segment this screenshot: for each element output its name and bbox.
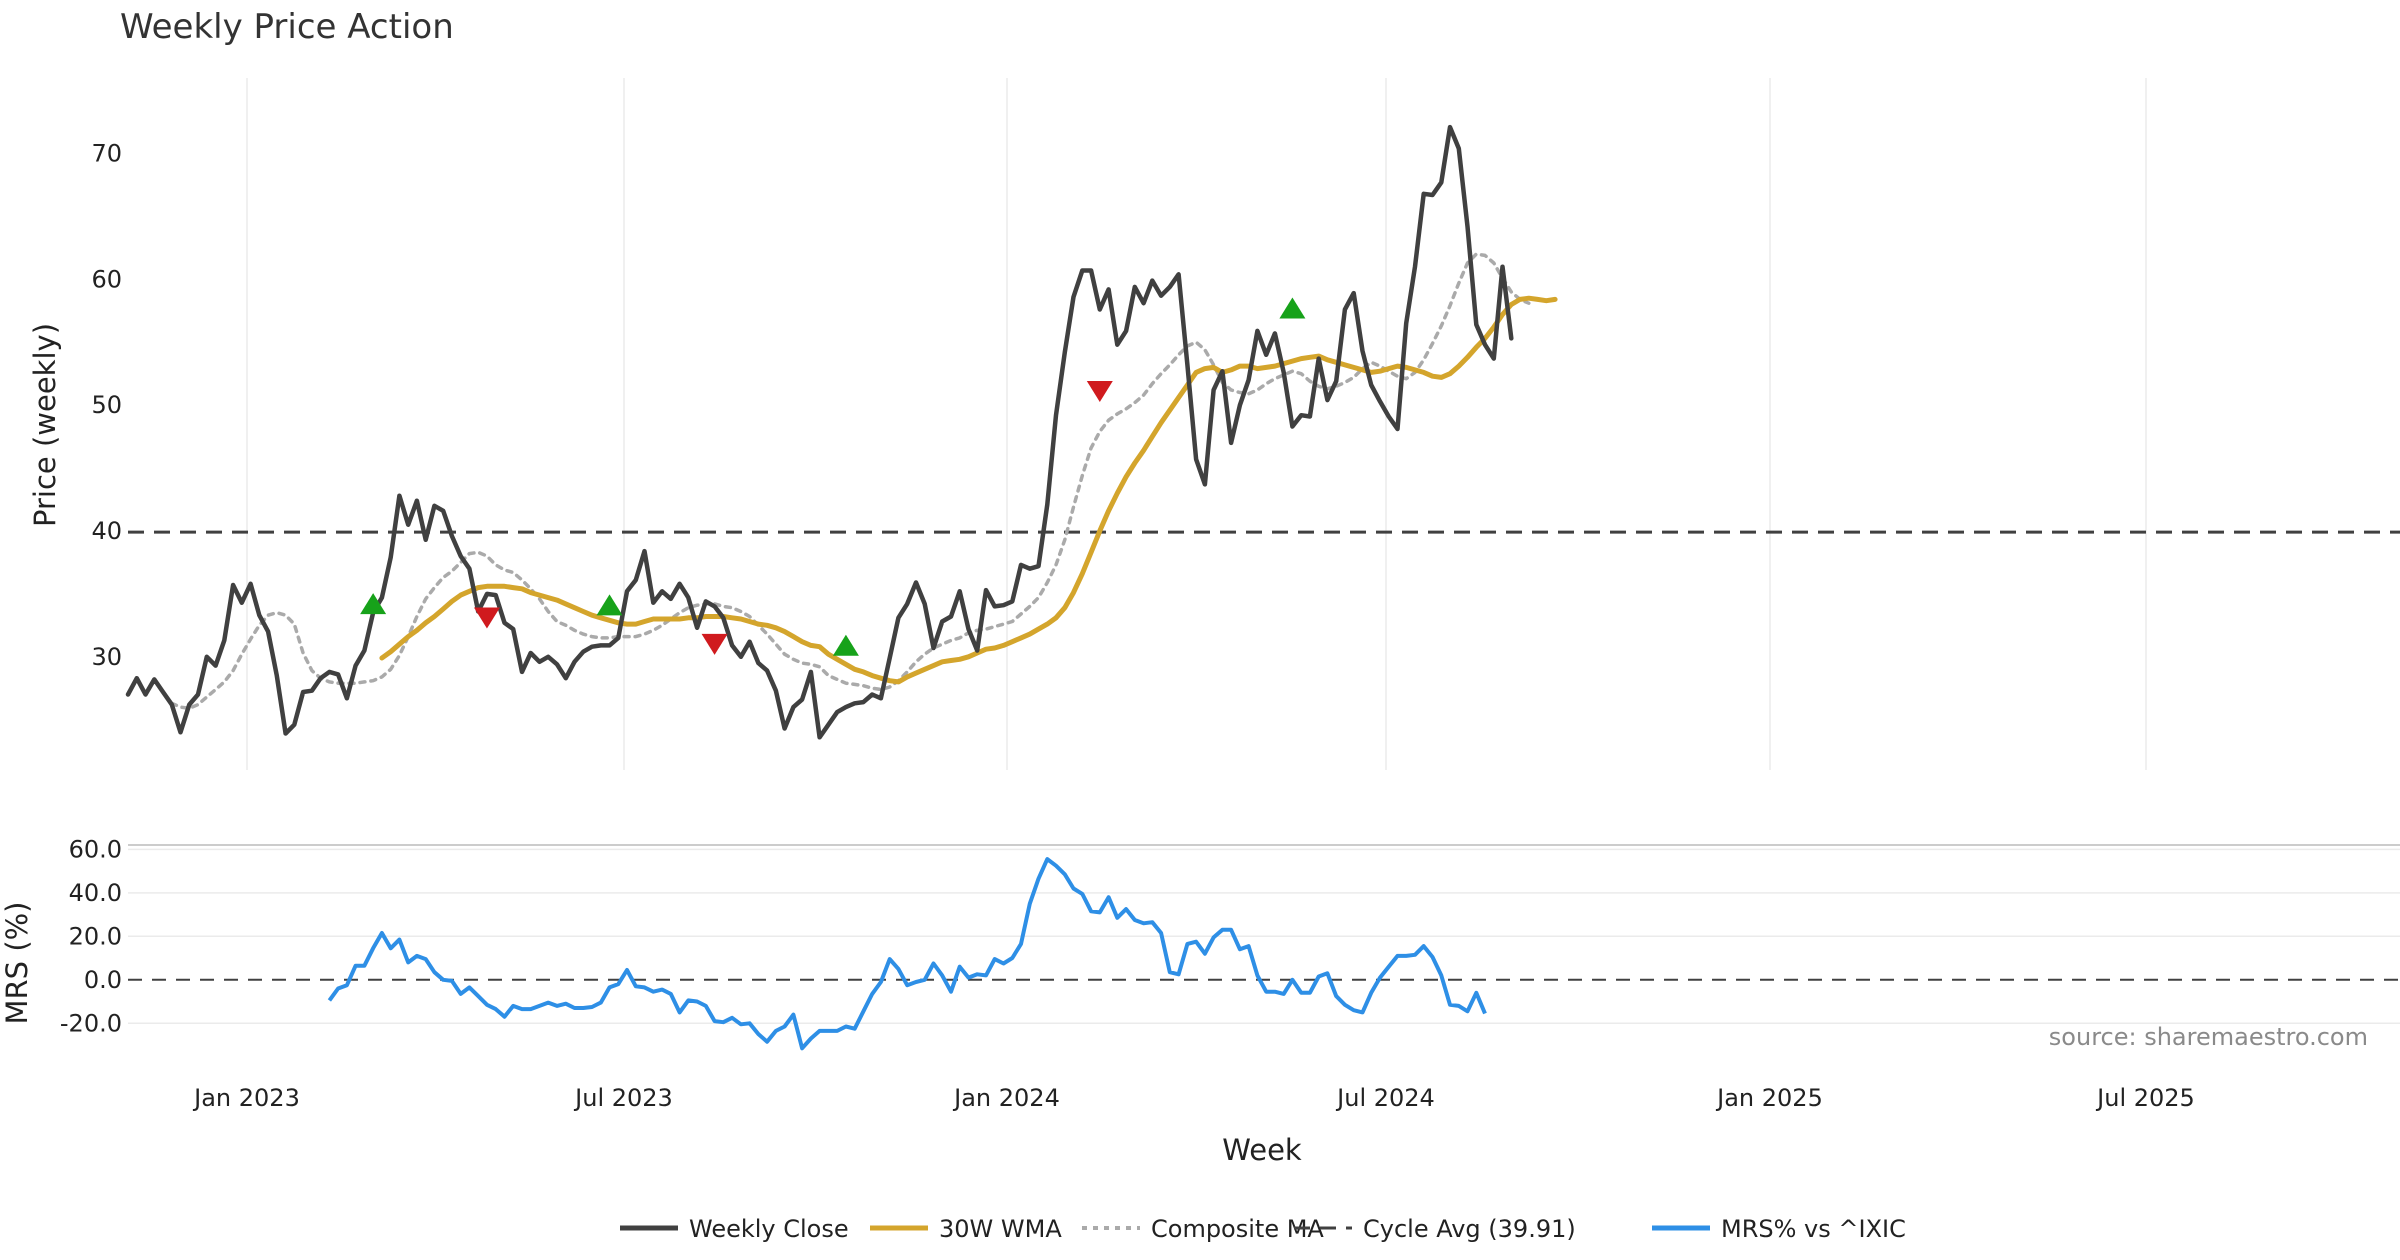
buy-signal-marker-1 xyxy=(596,594,623,616)
mrs-y-tick-3: 0.0 xyxy=(84,966,122,994)
legend-item-mrs-vs-ixic: MRS% vs ^IXIC xyxy=(1652,1215,1906,1243)
legend-item-cycle-avg-39-91: Cycle Avg (39.91) xyxy=(1294,1215,1576,1243)
buy-signal-marker-0 xyxy=(360,593,387,615)
mrs-gridlines xyxy=(128,844,2400,1025)
mrs-y-tick-0: 60.0 xyxy=(69,835,122,863)
price-panel: 30 40 50 60 70 Price (weekly) xyxy=(28,78,2400,770)
mrs-y-axis-title: MRS (%) xyxy=(0,902,34,1025)
mrs-panel: 60.0 40.0 20.0 0.0 -20.0 MRS (%) source: sha… xyxy=(0,835,2400,1051)
buy-signal-marker-3 xyxy=(1279,297,1306,319)
signal-markers xyxy=(360,297,1306,656)
series-30w-wma xyxy=(379,295,1558,685)
legend-item-weekly-close: Weekly Close xyxy=(620,1215,849,1243)
legend-item-30w-wma: 30W WMA xyxy=(870,1215,1062,1243)
price-y-axis-title: Price (weekly) xyxy=(28,323,62,527)
price-y-ticks: 30 40 50 60 70 xyxy=(91,139,122,670)
chart-title: Weekly Price Action xyxy=(120,7,454,47)
mrs-y-tick-2: 20.0 xyxy=(69,922,122,950)
x-tick-1: Jul 2023 xyxy=(573,1084,673,1112)
series-composite-ma xyxy=(170,252,1531,711)
sell-signal-marker-6 xyxy=(1086,381,1113,403)
price-y-tick-70: 70 xyxy=(91,139,122,167)
sell-signal-marker-4 xyxy=(473,607,500,629)
x-axis-title: Week xyxy=(1222,1133,1302,1167)
legend-label: 30W WMA xyxy=(939,1215,1062,1243)
x-tick-0: Jan 2023 xyxy=(192,1084,300,1112)
mrs-y-tick-1: 40.0 xyxy=(69,879,122,907)
mrs-y-ticks: 60.0 40.0 20.0 0.0 -20.0 xyxy=(60,835,122,1037)
x-tick-5: Jul 2025 xyxy=(2095,1084,2195,1112)
source-label: source: sharemaestro.com xyxy=(2049,1023,2368,1051)
sell-signal-marker-5 xyxy=(701,633,728,655)
x-axis-ticks: Jan 2023 Jul 2023 Jan 2024 Jul 2024 Jan 2025… xyxy=(192,1084,2195,1112)
x-tick-3: Jul 2024 xyxy=(1335,1084,1435,1112)
price-y-tick-50: 50 xyxy=(91,391,122,419)
price-y-tick-40: 40 xyxy=(91,517,122,545)
legend-label: Weekly Close xyxy=(689,1215,849,1243)
mrs-y-tick-4: -20.0 xyxy=(60,1009,122,1037)
mrs-series-group xyxy=(327,857,1487,1051)
legend-label: Cycle Avg (39.91) xyxy=(1363,1215,1576,1243)
price-y-tick-60: 60 xyxy=(91,265,122,293)
x-tick-4: Jan 2025 xyxy=(1715,1084,1823,1112)
buy-signal-marker-2 xyxy=(832,634,859,656)
series-weekly-close xyxy=(125,124,1514,740)
x-tick-2: Jan 2024 xyxy=(952,1084,1060,1112)
price-gridlines xyxy=(246,78,2147,770)
price-series-group xyxy=(125,124,1558,740)
legend-label: MRS% vs ^IXIC xyxy=(1721,1215,1906,1243)
legend-item-composite-ma: Composite MA xyxy=(1082,1215,1324,1243)
legend: Weekly Close 30W WMA Composite MA Cycle Avg… xyxy=(620,1215,1906,1243)
series-mrs-vs-ixic xyxy=(327,857,1487,1051)
price-y-tick-30: 30 xyxy=(91,643,122,671)
